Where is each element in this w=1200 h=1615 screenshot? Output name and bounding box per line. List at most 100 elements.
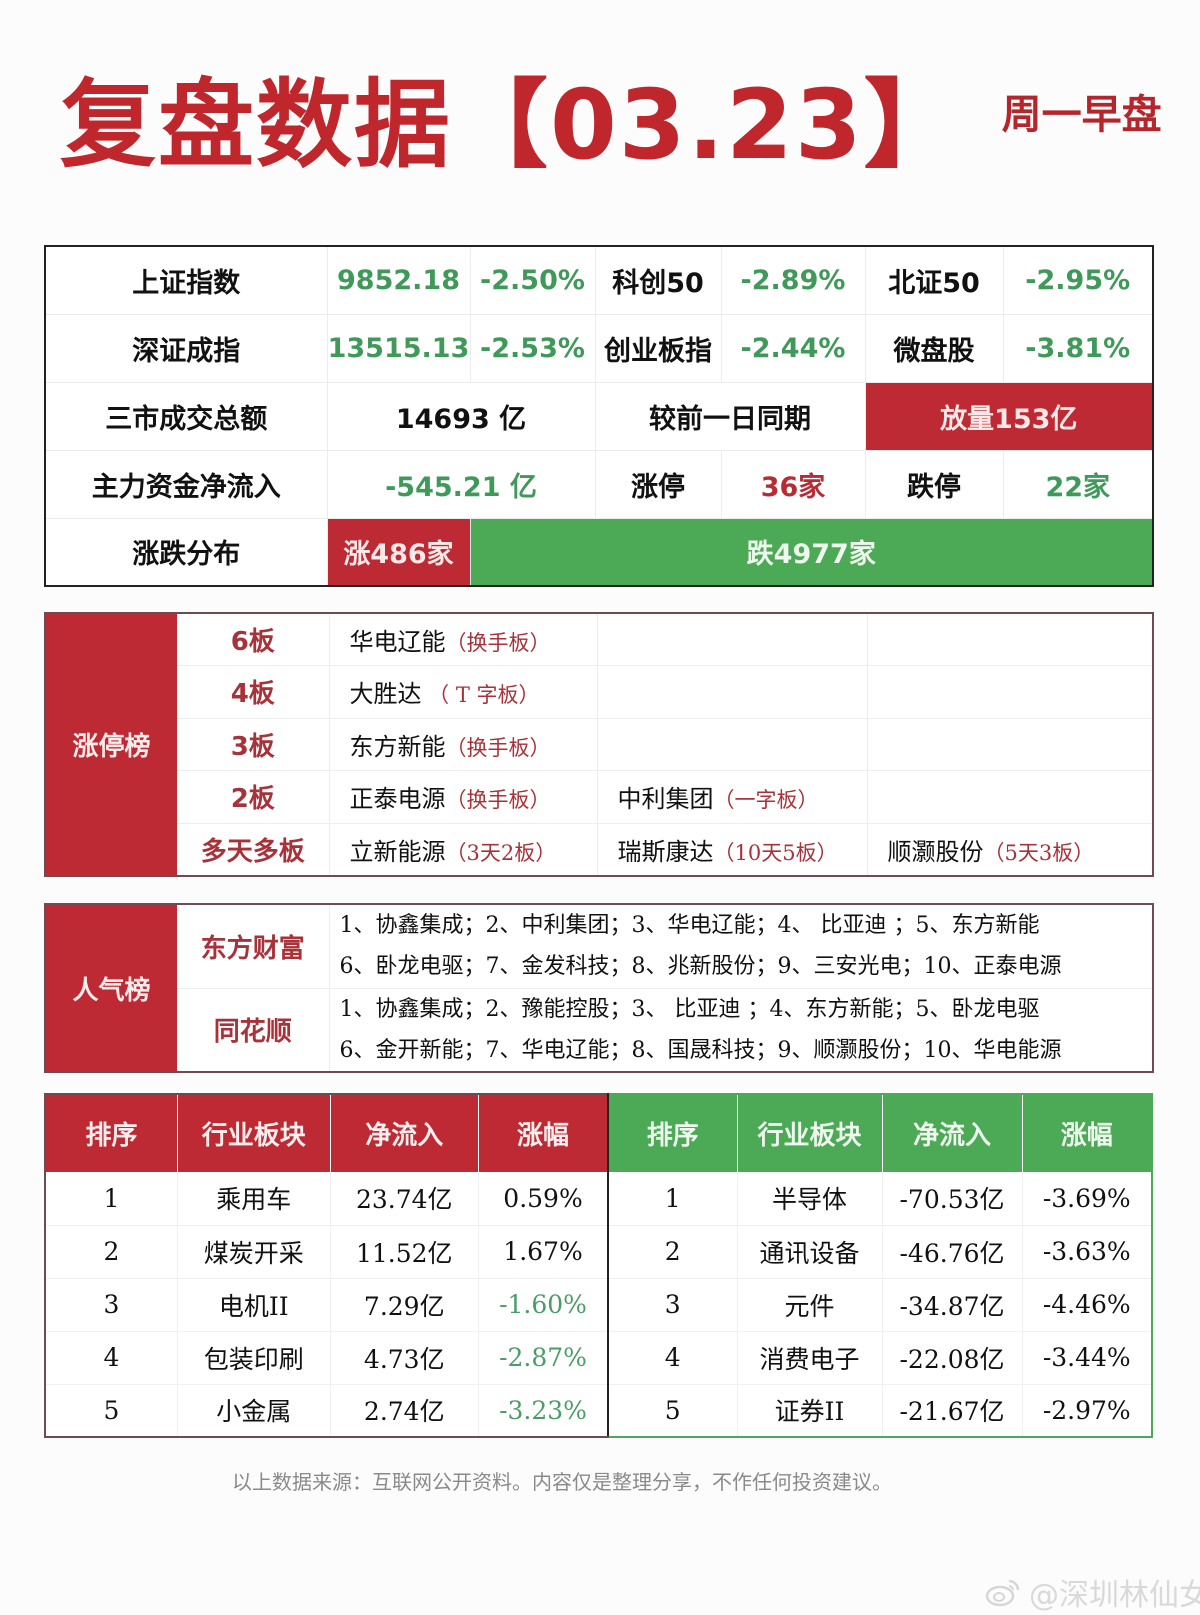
sector-cell: 煤炭开采: [177, 1225, 331, 1279]
board-level: 6板: [177, 613, 330, 666]
rank-cell: 1: [45, 1172, 178, 1226]
stock-entry: 中利集团（一字板）: [597, 770, 868, 824]
table-row: 三市成交总额 14693 亿 较前一日同期 放量153亿: [44, 381, 1154, 451]
stock-entry: 瑞斯康达（10天5板）: [597, 823, 868, 876]
column-header: 行业板块: [737, 1094, 883, 1172]
index-label: 深证成指: [44, 313, 328, 383]
stock-entry: 立新能源（3天2板）: [329, 823, 598, 876]
distribution-down: 跌4977家: [469, 517, 1154, 587]
sector-cell: 包装印刷: [177, 1331, 331, 1385]
change-cell: -4.46%: [1022, 1278, 1153, 1332]
popularity-title: 人气榜: [45, 904, 177, 1072]
stock-note: （3天2板）: [445, 840, 557, 865]
table-row: 4板 大胜达 （ T 字板）: [45, 665, 1154, 719]
watermark-handle: @深圳林仙女: [1029, 1578, 1200, 1613]
stock-name: 正泰电源: [349, 785, 446, 814]
stock-note: （5天3板）: [983, 840, 1095, 865]
rank-cell: 2: [45, 1225, 178, 1279]
net-inflow-cell: 7.29亿: [330, 1278, 480, 1332]
table-row: 5 小金属 2.74亿 -3.23%: [45, 1384, 609, 1438]
stock-entry-empty: [597, 613, 868, 666]
table-row: 2板 正泰电源（换手板） 中利集团（一字板）: [45, 770, 1154, 824]
index-change: -2.95%: [1002, 245, 1154, 315]
table-row: 3 元件 -34.87亿 -4.46%: [609, 1278, 1153, 1332]
turnover-compare-label: 较前一日同期: [594, 381, 866, 451]
table-row: 主力资金净流入 -545.21 亿 涨停 36家 跌停 22家: [44, 449, 1154, 519]
rank-cell: 4: [609, 1331, 738, 1385]
popularity-line: 1、协鑫集成；2、中利集团；3、华电辽能；4、 比亚迪 ；5、东方新能: [339, 913, 1040, 939]
table-row: 涨跌分布 涨486家 跌4977家: [44, 517, 1154, 587]
rank-cell: 3: [609, 1278, 738, 1332]
weibo-icon: [985, 1577, 1021, 1607]
net-inflow-cell: 4.73亿: [330, 1331, 480, 1385]
popularity-line: 6、卧龙电驱；7、金发科技；8、兆新股份；9、三安光电；10、正泰电源: [339, 954, 1062, 980]
stock-entry-empty: [867, 613, 1154, 666]
stock-entry: 大胜达 （ T 字板）: [329, 665, 598, 719]
column-header: 净流入: [330, 1094, 480, 1172]
stock-entry-empty: [597, 718, 868, 771]
sector-cell: 电机II: [177, 1278, 331, 1332]
table-row: 上证指数 9852.18 -2.50% 科创50 -2.89% 北证50 -2.…: [44, 245, 1154, 315]
net-inflow-cell: -70.53亿: [882, 1172, 1023, 1226]
sector-cell: 通讯设备: [737, 1225, 883, 1279]
index-label: 北证50: [864, 245, 1004, 315]
popularity-list: 1、协鑫集成；2、豫能控股；3、 比亚迪 ；4、东方新能；5、卧龙电驱 6、金开…: [329, 988, 1153, 1073]
disclaimer: 以上数据来源：互联网公开资料。内容仅是整理分享，不作任何投资建议。: [232, 1470, 892, 1494]
table-row: 5 证券II -21.67亿 -2.97%: [609, 1384, 1153, 1438]
distribution-label: 涨跌分布: [44, 517, 328, 587]
table-row: 1 乘用车 23.74亿 0.59%: [45, 1172, 609, 1226]
rank-cell: 4: [45, 1331, 178, 1385]
column-header: 排序: [609, 1094, 738, 1172]
stock-entry-empty: [597, 665, 868, 719]
table-row: 2 煤炭开采 11.52亿 1.67%: [45, 1225, 609, 1279]
net-inflow-cell: 23.74亿: [330, 1172, 480, 1226]
stock-name: 立新能源: [349, 837, 446, 866]
sector-cell: 小金属: [177, 1384, 331, 1438]
change-cell: -3.23%: [478, 1384, 609, 1438]
sector-cell: 元件: [737, 1278, 883, 1332]
stock-entry: 正泰电源（换手板）: [329, 770, 598, 824]
limit-up-count: 36家: [720, 449, 866, 519]
stock-name: 瑞斯康达: [617, 837, 714, 866]
change-cell: 1.67%: [478, 1225, 609, 1279]
index-label: 科创50: [594, 245, 722, 315]
stock-note: （一字板）: [713, 788, 819, 813]
column-header: 涨幅: [1022, 1094, 1153, 1172]
stock-note: （ T 字板）: [421, 683, 540, 708]
net-inflow-cell: -34.87亿: [882, 1278, 1023, 1332]
board-level: 3板: [177, 718, 330, 771]
limit-down-count: 22家: [1002, 449, 1154, 519]
table-row: 涨停榜 6板 华电辽能（换手板）: [45, 613, 1154, 876]
stock-entry: 东方新能（换手板）: [329, 718, 598, 771]
index-label: 上证指数: [44, 245, 328, 315]
sector-outflow-table: 排序 行业板块 净流入 涨幅 1 半导体 -70.53亿 -3.69% 2 通讯…: [609, 1093, 1153, 1438]
distribution-up: 涨486家: [326, 517, 471, 587]
limit-up-title: 涨停榜: [45, 613, 177, 876]
stock-note: （换手板）: [445, 735, 551, 760]
rank-cell: 3: [45, 1278, 178, 1332]
board-level: 2板: [177, 770, 330, 824]
popularity-line: 1、协鑫集成；2、豫能控股；3、 比亚迪 ；4、东方新能；5、卧龙电驱: [339, 996, 1040, 1022]
stock-name: 中利集团: [617, 785, 714, 814]
table-row: 深证成指 13515.13 -2.53% 创业板指 -2.44% 微盘股 -3.…: [44, 313, 1154, 383]
table-row: 3 电机II 7.29亿 -1.60%: [45, 1278, 609, 1332]
capital-flow-value: -545.21 亿: [326, 449, 596, 519]
index-summary-table: 上证指数 9852.18 -2.50% 科创50 -2.89% 北证50 -2.…: [44, 245, 1154, 587]
change-cell: -3.63%: [1022, 1225, 1153, 1279]
turnover-value: 14693 亿: [326, 381, 596, 451]
column-header: 涨幅: [478, 1094, 609, 1172]
board-level: 4板: [177, 665, 330, 719]
change-cell: 0.59%: [478, 1172, 609, 1226]
stock-name: 华电辽能: [349, 628, 446, 656]
turnover-compare-badge: 放量153亿: [864, 381, 1154, 451]
stock-entry: 华电辽能（换手板）: [329, 613, 598, 666]
index-change: -2.89%: [720, 245, 866, 315]
table-row: 2 通讯设备 -46.76亿 -3.63%: [609, 1225, 1153, 1279]
net-inflow-cell: -21.67亿: [882, 1384, 1023, 1438]
table-row: 3板 东方新能（换手板）: [45, 718, 1154, 771]
index-change: -2.50%: [469, 245, 596, 315]
popularity-list: 1、协鑫集成；2、中利集团；3、华电辽能；4、 比亚迪 ；5、东方新能 6、卧龙…: [329, 904, 1153, 989]
change-cell: -1.60%: [478, 1278, 609, 1332]
stock-name: 东方新能: [349, 732, 446, 761]
table-row: 同花顺 1、协鑫集成；2、豫能控股；3、 比亚迪 ；4、东方新能；5、卧龙电驱 …: [45, 988, 1153, 1073]
